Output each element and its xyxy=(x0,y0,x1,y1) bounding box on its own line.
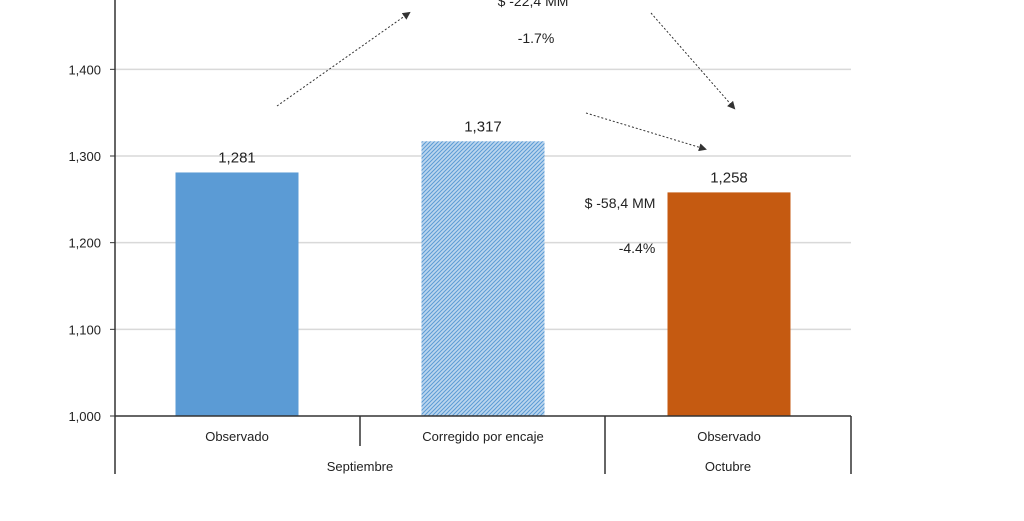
annotation-top-amount: $ -22,4 MM xyxy=(498,0,569,9)
annotation-side-percent: -4.4% xyxy=(619,240,656,256)
y-tick-label: 1,400 xyxy=(68,62,101,77)
arrow-down-right-top xyxy=(650,12,736,110)
annotation-side-amount: $ -58,4 MM xyxy=(585,195,656,211)
group-label: Octubre xyxy=(705,459,751,474)
bar xyxy=(667,192,791,416)
bar-value-label: 1,281 xyxy=(218,149,256,166)
axes xyxy=(110,0,852,474)
bar xyxy=(421,141,545,416)
arrow-up-left xyxy=(276,11,411,107)
group-label: Septiembre xyxy=(327,459,393,474)
annotation-top-percent: -1.7% xyxy=(518,30,555,46)
category-label: Observado xyxy=(697,429,761,444)
category-label: Corregido por encaje xyxy=(422,429,543,444)
bar-value-label: 1,317 xyxy=(464,118,502,135)
bar-value-label: 1,258 xyxy=(710,169,748,186)
arrow-to-octubre xyxy=(585,112,707,152)
annotations: $ -22,4 MM -1.7% $ -58,4 MM -4.4% xyxy=(276,0,736,256)
y-tick-label: 1,300 xyxy=(68,149,101,164)
bars: 1,281 1,317 1,258 xyxy=(175,118,791,416)
y-tick-label: 1,200 xyxy=(68,236,101,251)
bar xyxy=(175,172,299,416)
y-tick-label: 1,000 xyxy=(68,409,101,424)
y-tick-labels: 1,000 1,100 1,200 1,300 1,400 xyxy=(68,62,101,424)
y-tick-label: 1,100 xyxy=(68,322,101,337)
category-labels: Observado Corregido por encaje Observado Se… xyxy=(205,429,761,474)
category-label: Observado xyxy=(205,429,269,444)
